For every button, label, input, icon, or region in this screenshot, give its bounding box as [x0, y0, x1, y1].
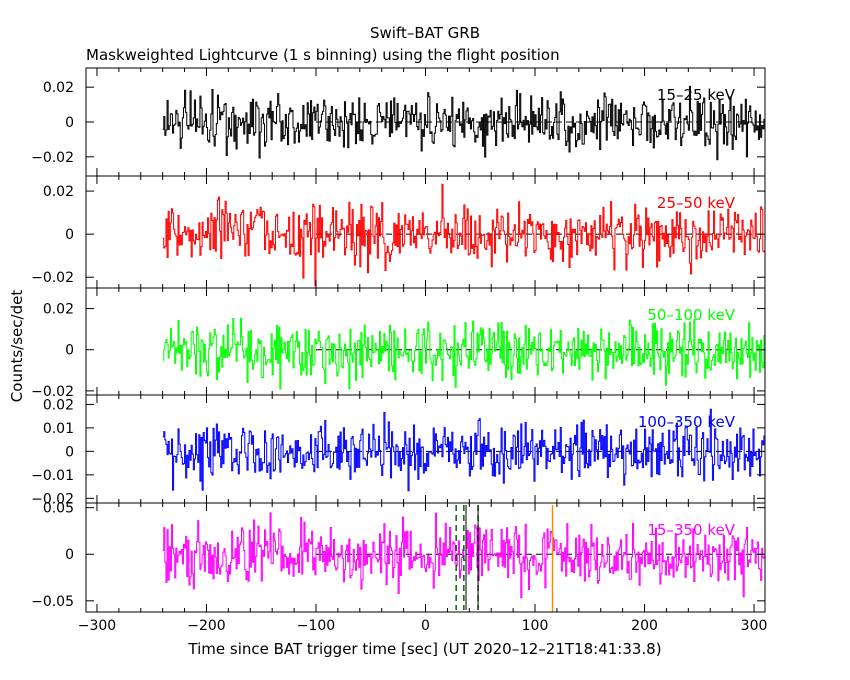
- y-axis-label: Counts/sec/det: [8, 290, 26, 403]
- x-axis: −300 −200 −100 0 100 200 300: [78, 618, 768, 634]
- y-tick-label: 0.02: [43, 80, 74, 96]
- chart-subtitle: Maskweighted Lightcurve (1 s binning) us…: [86, 46, 560, 64]
- y-tick-label: 0: [65, 343, 74, 359]
- panel-5: 0.05 0 −0.05 15–350 keV: [31, 501, 766, 613]
- y-tick-label: −0.02: [31, 384, 74, 400]
- x-tick-label: 200: [631, 618, 658, 634]
- panel-1: 0.02 0 −0.02 15–25 keV: [31, 67, 766, 177]
- y-tick-label: 0.01: [43, 421, 74, 437]
- x-tick-label: 100: [522, 618, 549, 634]
- panel-3: 0.02 0 −0.02 50–100 keV: [31, 287, 766, 400]
- y-tick-label: 0: [65, 547, 74, 563]
- panel-frame: [85, 287, 766, 396]
- energy-band-label: 50–100 keV: [647, 306, 735, 324]
- y-tick-label: 0.02: [43, 397, 74, 413]
- lightcurve-series-4: [162, 408, 765, 492]
- y-tick-label: 0: [65, 444, 74, 460]
- panel-2: 0.02 0 −0.02 25–50 keV: [31, 175, 766, 289]
- y-tick-label: 0: [65, 115, 74, 131]
- x-tick-label: −200: [187, 618, 225, 634]
- energy-band-label: 25–50 keV: [657, 194, 736, 212]
- energy-band-label: 15–25 keV: [657, 86, 736, 104]
- y-tick-label: 0.05: [43, 501, 74, 517]
- y-tick-label: −0.02: [31, 270, 74, 286]
- y-tick-label: 0.02: [43, 302, 74, 318]
- chart-title: Swift–BAT GRB: [370, 24, 480, 42]
- x-tick-label: 300: [741, 618, 768, 634]
- energy-band-label: 100–350 keV: [638, 413, 736, 431]
- panel-frame: [85, 394, 766, 504]
- y-tick-label: −0.05: [31, 594, 74, 610]
- lightcurve-series-5: [162, 512, 765, 599]
- lightcurve-series-3: [162, 317, 765, 390]
- y-tick-label: −0.02: [31, 491, 74, 507]
- energy-band-label: 15–350 keV: [647, 521, 735, 539]
- y-tick-label: 0: [65, 227, 74, 243]
- x-tick-label: −100: [297, 618, 335, 634]
- y-tick-label: 0.02: [43, 184, 74, 200]
- panel-4: 0.02 0.01 0 −0.01 −0.02 100–350 keV: [31, 394, 766, 507]
- y-tick-label: −0.02: [31, 150, 74, 166]
- x-axis-label: Time since BAT trigger time [sec] (UT 20…: [187, 640, 661, 658]
- x-tick-label: −300: [78, 618, 116, 634]
- y-tick-label: −0.01: [31, 468, 74, 484]
- panel-frame: [85, 175, 766, 289]
- lightcurve-series-1: [162, 85, 765, 161]
- x-tick-label: 0: [421, 618, 430, 634]
- lightcurve-series-2: [162, 183, 765, 287]
